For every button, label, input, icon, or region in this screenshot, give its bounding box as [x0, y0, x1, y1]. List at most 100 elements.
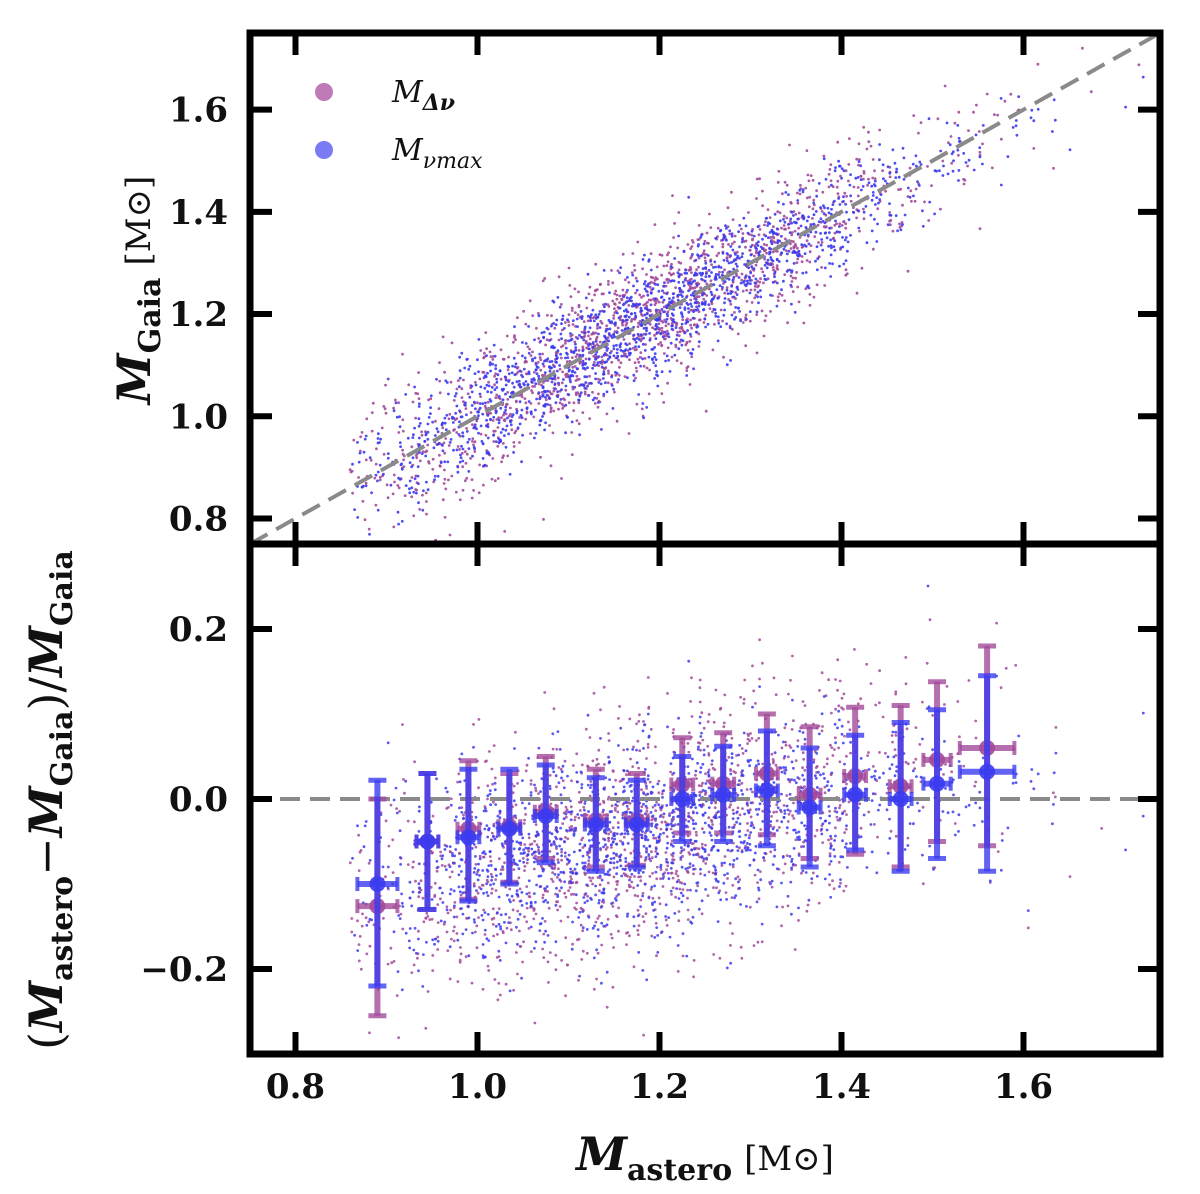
numax-point — [603, 352, 607, 356]
dnu-residual-point — [845, 754, 848, 758]
dnu-residual-point — [487, 969, 491, 972]
numax-point — [748, 279, 752, 282]
dnu-residual-point — [607, 836, 610, 840]
numax-point — [583, 367, 586, 370]
numax-point — [624, 308, 628, 311]
numax-point — [571, 369, 575, 373]
dnu-point — [649, 252, 653, 256]
dnu-point — [711, 348, 715, 352]
dnu-residual-point — [616, 810, 620, 814]
dnu-point — [572, 401, 576, 405]
numax-point — [420, 452, 424, 455]
numax-point — [550, 324, 553, 328]
dnu-residual-point — [622, 835, 626, 839]
dnu-point — [434, 419, 437, 423]
dnu-point — [627, 281, 631, 284]
numax-point — [623, 302, 626, 305]
dnu-point — [592, 332, 595, 336]
numax-point — [964, 161, 968, 164]
dnu-point — [660, 273, 663, 277]
dnu-residual-point — [627, 807, 630, 811]
numax-point — [397, 522, 400, 526]
numax-residual-point — [756, 813, 759, 816]
dnu-residual-point — [570, 825, 574, 828]
y-tick-label: 1.2 — [169, 295, 228, 335]
dnu-point — [662, 401, 666, 404]
dnu-point — [807, 205, 811, 209]
dnu-point — [653, 334, 656, 337]
dnu-point — [856, 186, 860, 189]
numax-point — [749, 245, 753, 249]
numax-point — [577, 398, 580, 402]
dnu-point — [642, 364, 646, 368]
dnu-point — [829, 163, 833, 167]
numax-residual-point — [756, 759, 760, 763]
dnu-residual-point — [838, 760, 842, 764]
dnu-point — [660, 344, 663, 348]
dnu-point — [833, 231, 837, 235]
numax-point — [560, 322, 563, 325]
dnu-residual-point — [845, 813, 848, 816]
dnu-point — [429, 397, 433, 401]
dnu-point — [601, 359, 604, 362]
dnu-residual-point — [712, 720, 716, 724]
numax-point — [646, 293, 650, 297]
numax-point — [438, 442, 442, 445]
dnu-residual-point — [956, 700, 960, 703]
dnu-residual-point — [829, 837, 833, 841]
numax-point — [761, 237, 764, 241]
numax-point — [873, 217, 876, 221]
numax-point — [642, 336, 645, 340]
numax-point — [530, 381, 534, 384]
numax-point — [569, 374, 572, 378]
numax-point — [467, 447, 471, 450]
dnu-residual-point — [566, 837, 570, 841]
numax-point — [538, 352, 542, 356]
dnu-point — [666, 346, 670, 350]
numax-point — [785, 259, 789, 263]
dnu-residual-point — [829, 842, 832, 845]
dnu-point — [588, 374, 591, 378]
numax-point — [716, 296, 720, 300]
dnu-residual-point — [704, 862, 708, 865]
numax-point — [831, 262, 834, 266]
numax-point — [775, 232, 779, 236]
numax-point — [727, 261, 731, 265]
numax-residual-point — [572, 850, 576, 854]
numax-point — [608, 327, 612, 331]
dnu-residual-point — [350, 917, 354, 920]
dnu-point — [930, 184, 933, 188]
dnu-residual-point — [658, 902, 662, 906]
dnu-residual-point — [532, 917, 536, 921]
dnu-residual-point — [728, 713, 732, 717]
dnu-point — [1032, 147, 1036, 150]
numax-point — [663, 330, 667, 334]
numax-point — [649, 291, 653, 295]
dnu-residual-point — [509, 928, 513, 932]
numax-residual-point — [584, 892, 588, 895]
numax-residual-point — [628, 868, 632, 872]
numax-residual-point — [775, 829, 779, 832]
numax-point — [723, 280, 727, 284]
dnu-residual-point — [624, 873, 628, 877]
y-tick-label: 0.8 — [169, 499, 228, 539]
dnu-residual-point — [649, 727, 653, 731]
numax-point — [494, 440, 498, 443]
dnu-point — [506, 368, 510, 372]
dnu-point — [415, 456, 419, 460]
numax-point — [602, 372, 606, 376]
dnu-residual-point — [541, 896, 545, 900]
numax-point — [558, 305, 562, 309]
numax-point — [600, 428, 603, 431]
numax-point — [606, 327, 609, 331]
dnu-point — [713, 322, 716, 326]
dnu-point — [795, 261, 799, 265]
dnu-point — [744, 313, 748, 317]
numax-point — [642, 416, 645, 420]
numax-point — [542, 411, 546, 415]
dnu-point — [364, 481, 368, 485]
dnu-residual-point — [831, 879, 834, 883]
numax-point — [593, 396, 596, 400]
numax-point — [448, 441, 452, 444]
dnu-residual-point — [584, 727, 588, 731]
